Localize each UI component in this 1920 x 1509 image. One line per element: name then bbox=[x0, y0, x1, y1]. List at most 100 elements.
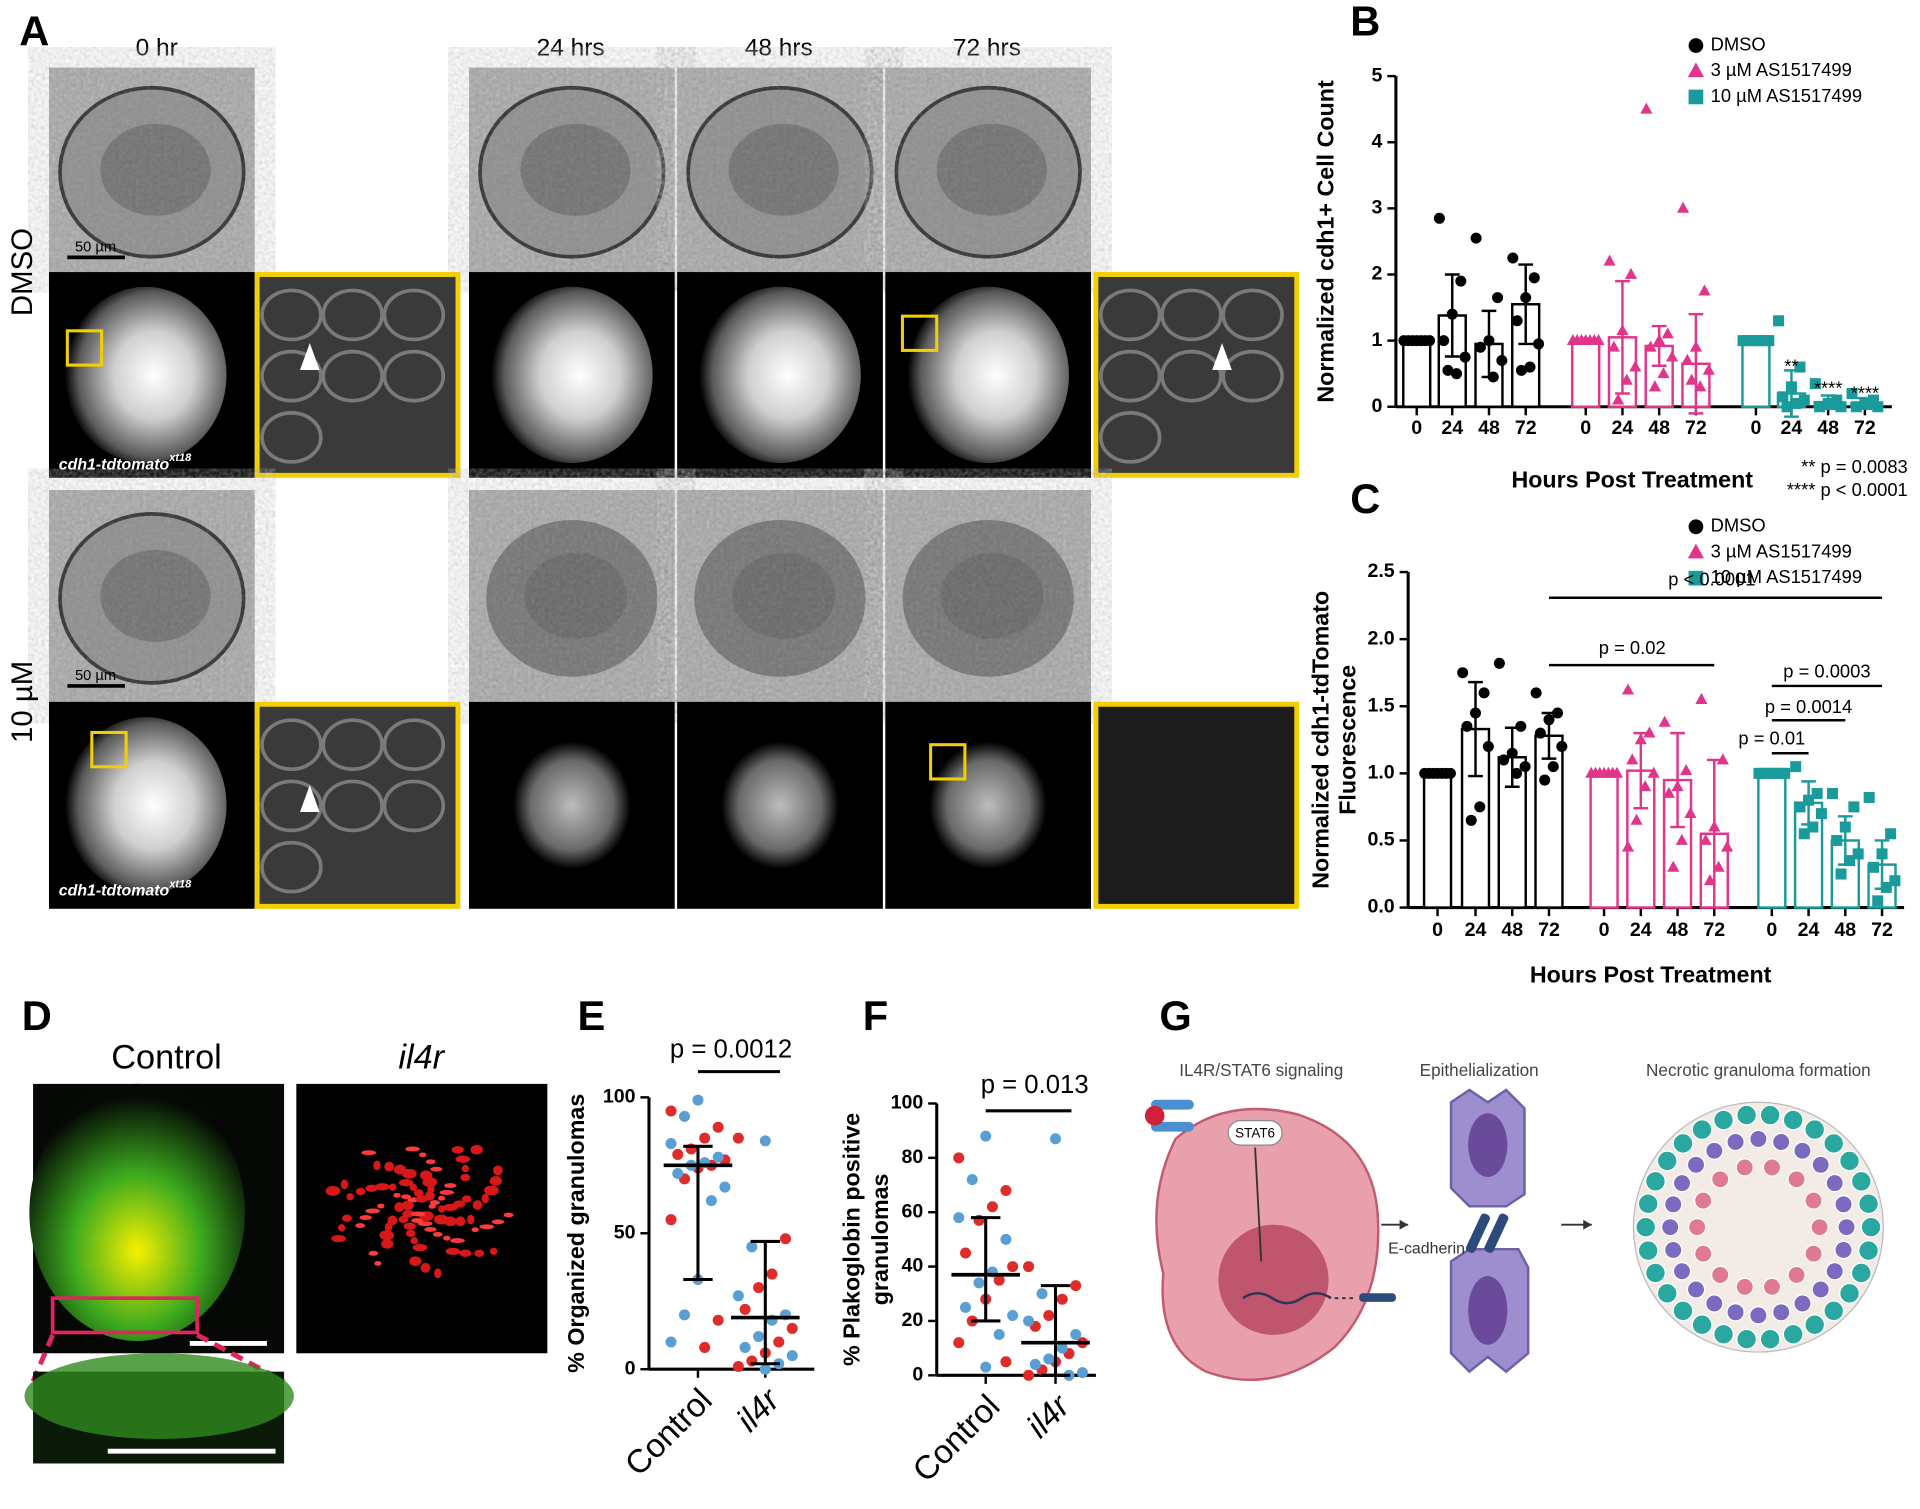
granuloma-cells bbox=[1635, 1104, 1882, 1350]
x-tick-label: il4r bbox=[1020, 1387, 1079, 1446]
point bbox=[1644, 340, 1657, 352]
texture bbox=[885, 490, 1092, 702]
point bbox=[1712, 860, 1725, 872]
point bbox=[1677, 201, 1690, 213]
step-label: Necrotic granuloma formation bbox=[1646, 1060, 1871, 1080]
point bbox=[1688, 38, 1704, 53]
iqr bbox=[1040, 1284, 1071, 1377]
point bbox=[1826, 787, 1838, 799]
spot bbox=[379, 1230, 395, 1241]
point bbox=[1493, 657, 1505, 669]
x-tick-label: 24 bbox=[1781, 417, 1803, 439]
ecadherin-label: E-cadherin bbox=[1388, 1240, 1465, 1257]
point bbox=[1763, 335, 1775, 347]
y-tick-label: 3 bbox=[1372, 197, 1383, 219]
point bbox=[986, 1201, 998, 1213]
x-tick-label: 0 bbox=[1432, 919, 1443, 941]
point bbox=[953, 1152, 965, 1164]
point bbox=[1498, 754, 1510, 766]
granuloma-cell bbox=[1686, 1155, 1706, 1174]
point bbox=[1685, 373, 1698, 385]
granuloma-cell bbox=[1687, 1217, 1707, 1237]
granuloma-cell bbox=[1711, 1265, 1730, 1285]
organoid-fluor bbox=[907, 286, 1069, 464]
roi-box bbox=[929, 743, 967, 781]
y-axis-label: granulomas bbox=[867, 1174, 893, 1306]
annotation: p = 0.0012 bbox=[670, 1036, 792, 1064]
point bbox=[1492, 292, 1504, 304]
x-tick-label: 0 bbox=[1411, 417, 1422, 439]
point bbox=[1023, 1261, 1035, 1273]
y-tick-label: 4 bbox=[1372, 130, 1383, 152]
granuloma-cell bbox=[1834, 1195, 1853, 1214]
point bbox=[1687, 62, 1704, 78]
spot bbox=[403, 1222, 416, 1230]
spot bbox=[430, 1166, 443, 1172]
granuloma-cell bbox=[1672, 1300, 1694, 1322]
point bbox=[1056, 1342, 1068, 1354]
point bbox=[1648, 380, 1661, 392]
arrowhead bbox=[1212, 343, 1232, 371]
granuloma-cell bbox=[1811, 1155, 1830, 1174]
point bbox=[1658, 715, 1671, 727]
point bbox=[1023, 1315, 1035, 1327]
granuloma-cell bbox=[1839, 1150, 1860, 1172]
point bbox=[759, 1363, 771, 1375]
point bbox=[665, 1336, 677, 1348]
point bbox=[712, 1314, 724, 1326]
point bbox=[1459, 351, 1471, 363]
point bbox=[1593, 766, 1606, 778]
row-label: DMSO bbox=[6, 228, 39, 316]
granuloma-cell bbox=[1762, 1158, 1782, 1177]
point bbox=[1610, 766, 1623, 778]
spot bbox=[411, 1218, 424, 1223]
point bbox=[1794, 361, 1806, 373]
point bbox=[1406, 335, 1418, 347]
point bbox=[1850, 401, 1862, 413]
granuloma-cell bbox=[1772, 1303, 1791, 1322]
granuloma-cell bbox=[1793, 1294, 1812, 1313]
point bbox=[1790, 761, 1802, 773]
granuloma-cell bbox=[1804, 1119, 1826, 1141]
spot bbox=[445, 1247, 461, 1256]
granuloma-cell bbox=[1736, 1328, 1758, 1350]
point bbox=[1612, 393, 1625, 405]
point bbox=[1688, 570, 1704, 586]
point bbox=[780, 1233, 792, 1245]
point bbox=[1465, 814, 1477, 826]
point bbox=[1687, 543, 1704, 559]
spot bbox=[412, 1243, 428, 1252]
time-label: 24 hrs bbox=[537, 35, 605, 62]
granuloma-cell bbox=[1726, 1132, 1745, 1152]
annotation: p = 0.02 bbox=[1599, 637, 1666, 658]
point bbox=[1543, 714, 1555, 726]
x-tick-label: 48 bbox=[1817, 417, 1839, 439]
point bbox=[1470, 707, 1482, 719]
granuloma-cell bbox=[1711, 1170, 1730, 1189]
point bbox=[980, 1361, 992, 1373]
spot bbox=[428, 1203, 436, 1209]
point bbox=[1688, 519, 1704, 535]
granuloma-cell bbox=[1656, 1150, 1678, 1172]
spot bbox=[471, 1227, 479, 1233]
point bbox=[1848, 801, 1860, 813]
point bbox=[1621, 840, 1635, 852]
point bbox=[1029, 1358, 1041, 1370]
spot bbox=[405, 1229, 416, 1238]
spot bbox=[467, 1214, 475, 1225]
point bbox=[1438, 335, 1450, 347]
point bbox=[1000, 1356, 1012, 1368]
spot bbox=[443, 1203, 458, 1212]
point bbox=[1607, 340, 1620, 352]
cell-outline bbox=[1221, 349, 1284, 403]
point bbox=[973, 1277, 985, 1289]
spot bbox=[419, 1152, 427, 1158]
cell-outline bbox=[1221, 288, 1284, 342]
y-axis-label: % Plakoglobin positive bbox=[839, 1113, 865, 1366]
point bbox=[1640, 102, 1653, 114]
point bbox=[1442, 364, 1454, 376]
point bbox=[739, 1303, 751, 1315]
point bbox=[1539, 774, 1551, 786]
point bbox=[1835, 868, 1847, 880]
y-tick-label: 5 bbox=[1372, 64, 1383, 86]
